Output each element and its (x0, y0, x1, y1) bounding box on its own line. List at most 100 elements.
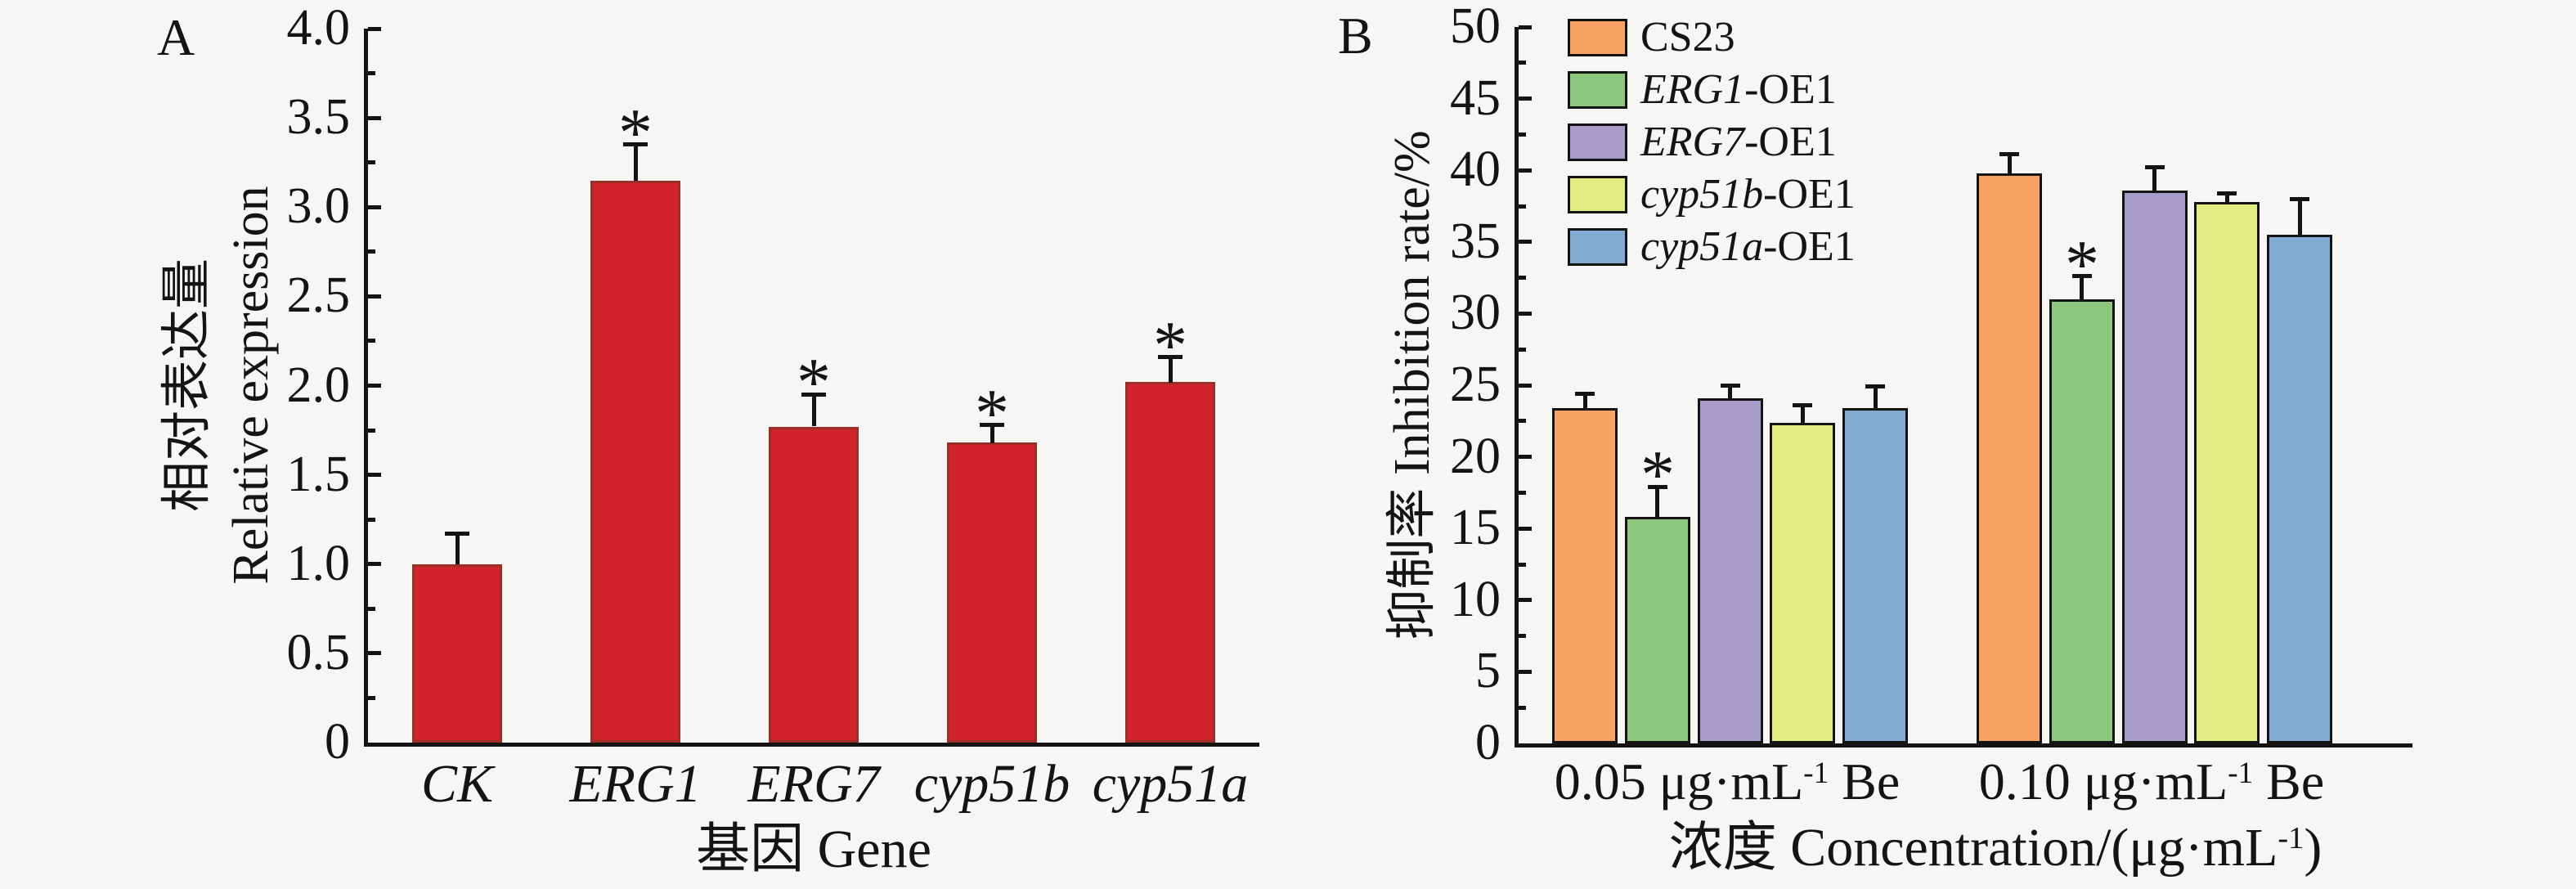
panel-a-error-bar-cyp51a-line (1169, 357, 1173, 383)
group-label-text: 0.05 μg·mL (1554, 752, 1804, 810)
group-label-superscript: -1 (1803, 756, 1829, 790)
panel-b-y-tick-label: 20 (1450, 428, 1501, 484)
panel-a-y-minor-tick (368, 339, 375, 343)
panel-a-y-minor-tick (368, 696, 375, 700)
panel-b-y-major-tick (1519, 168, 1532, 173)
panel-b-error-bar-ERG1-OE1-group0-line (1655, 487, 1659, 517)
legend-suffix: -OE1 (1763, 223, 1856, 270)
panel-b-y-tick-label: 15 (1450, 499, 1501, 555)
group-label-superscript: -1 (2228, 756, 2254, 790)
legend-swatch-cyp51b-oe1 (1568, 176, 1627, 213)
panel-b-y-tick-label: 40 (1450, 141, 1501, 197)
panel-b-error-bar-ERG7-OE1-group1-cap (2145, 165, 2165, 169)
panel-a-y-minor-tick (368, 249, 375, 254)
panel-a-category-label-cyp51b: cyp51b (913, 754, 1070, 814)
panel-a-x-axis-line (364, 743, 1259, 747)
legend-gene-name: cyp51b (1640, 171, 1764, 218)
panel-a-y-tick-label: 3.5 (286, 88, 351, 145)
panel-b-y-minor-tick (1519, 61, 1526, 65)
panel-b-y-major-tick (1519, 598, 1532, 602)
panel-a-y-axis-line (364, 29, 368, 747)
panel-b-bar-cyp51a-OE1-group0 (1842, 408, 1908, 743)
panel-a-y-tick-label: 2.0 (286, 357, 351, 413)
panel-b-y-tick-label: 35 (1450, 213, 1501, 269)
panel-b-error-bar-cyp51b-OE1-group1-cap (2217, 191, 2237, 195)
panel-b-x-axis-line (1515, 743, 2412, 748)
panel-a-error-bar-ERG7-cap (801, 393, 826, 397)
panel-b-x-axis-title: 浓度 Concentration/(μg·mL-1) (1669, 821, 2322, 875)
legend-entry-cs23: CS23 (1568, 16, 1856, 59)
panel-a-y-tick-label: 2.5 (286, 267, 351, 323)
panel-a-y-tick-label: 1.5 (286, 446, 351, 502)
panel-b-error-bar-ERG7-OE1-group0-cap (1721, 384, 1740, 388)
panel-b-y-axis-line (1515, 27, 1519, 748)
legend-label: CS23 (1640, 16, 1735, 59)
panel-a-y-major-tick (368, 27, 381, 31)
panel-a-significance-cyp51b: * (975, 375, 1009, 451)
legend-swatch-erg7-oe1 (1568, 123, 1627, 161)
panel-b-x-axis-title-close: ) (2304, 818, 2322, 878)
legend-swatch-cyp51a-oe1 (1568, 228, 1627, 266)
panel-b-bar-cyp51a-OE1-group1 (2267, 235, 2332, 743)
panel-b-bar-CS23-group1 (1977, 173, 2042, 743)
panel-b-error-bar-cyp51b-OE1-group1-line (2225, 193, 2229, 202)
panel-b-y-major-tick (1519, 25, 1532, 29)
group-label-text: 0.10 μg·mL (1978, 752, 2228, 810)
panel-b-y-major-tick (1519, 240, 1532, 244)
group-label-suffix: Be (1829, 752, 1901, 810)
panel-b-y-minor-tick (1519, 276, 1526, 280)
panel-a-error-bar-cyp51a-cap (1158, 355, 1183, 359)
panel-b-y-major-tick (1519, 527, 1532, 531)
legend-entry-erg1-oe1: ERG1-OE1 (1568, 69, 1856, 111)
panel-a-y-major-tick (368, 205, 381, 209)
panel-a-error-bar-ERG1-line (634, 145, 638, 181)
legend-gene-name: ERG7 (1640, 119, 1745, 165)
panel-b-group-label-1: 0.10 μg·mL-1 Be (1979, 756, 2325, 808)
panel-b-error-bar-ERG1-OE1-group1-cap (2072, 274, 2092, 278)
panel-b-bar-CS23-group0 (1552, 408, 1618, 743)
panel-b-y-tick-label: 50 (1450, 0, 1501, 54)
panel-b-significance-ERG1-OE1-group1: * (2065, 227, 2099, 303)
legend-swatch-cs23 (1568, 19, 1627, 56)
panel-a-y-major-tick (368, 651, 381, 655)
panel-b-y-tick-label: 10 (1450, 571, 1501, 627)
panel-a-error-bar-cyp51b-line (990, 425, 994, 443)
panel-b-y-major-tick (1519, 670, 1532, 674)
panel-a-y-minor-tick (368, 607, 375, 611)
panel-b-y-minor-tick (1519, 634, 1526, 638)
legend-suffix: -OE1 (1744, 119, 1837, 165)
panel-a-error-bar-CK-cap (445, 532, 469, 536)
panel-a-y-major-tick (368, 562, 381, 566)
panel-a-y-minor-tick (368, 71, 375, 75)
panel-b-y-minor-tick (1519, 204, 1526, 209)
panel-a-bar-CK (412, 564, 502, 743)
legend-suffix: CS23 (1640, 14, 1735, 61)
panel-a-category-label-ERG7: ERG7 (747, 754, 880, 814)
panel-b-error-bar-cyp51a-OE1-group0-line (1874, 387, 1878, 408)
panel-b-error-bar-cyp51b-OE1-group0-cap (1793, 403, 1812, 407)
panel-a-y-major-tick (368, 294, 381, 299)
panel-a-bar-cyp51a (1125, 382, 1215, 743)
panel-b-y-minor-tick (1519, 491, 1526, 495)
legend-suffix: -OE1 (1763, 171, 1856, 218)
legend-label: ERG1-OE1 (1640, 69, 1837, 111)
panel-a-bar-cyp51b (947, 442, 1037, 743)
panel-b-y-major-tick (1519, 312, 1532, 316)
panel-b-bar-ERG7-OE1-group1 (2122, 191, 2188, 743)
panel-a-bar-ERG1 (590, 181, 680, 743)
panel-a-letter: A (157, 8, 195, 66)
legend-label: cyp51b-OE1 (1640, 173, 1856, 216)
panel-a-y-tick-label: 0 (325, 713, 350, 770)
panel-a-y-minor-tick (368, 160, 375, 164)
panel-b-x-axis-title-superscript: -1 (2278, 820, 2304, 855)
panel-b-y-minor-tick (1519, 563, 1526, 567)
panel-a-error-bar-CK-line (456, 534, 460, 564)
panel-b-y-minor-tick (1519, 132, 1526, 137)
panel-b-y-tick-label: 5 (1475, 642, 1501, 698)
legend-gene-name: cyp51a (1640, 223, 1764, 270)
panel-b-error-bar-ERG7-OE1-group0-line (1728, 385, 1732, 398)
panel-b-letter: B (1338, 7, 1373, 65)
legend-gene-name: ERG1 (1640, 66, 1745, 113)
panel-a-significance-cyp51a: * (1153, 308, 1187, 384)
